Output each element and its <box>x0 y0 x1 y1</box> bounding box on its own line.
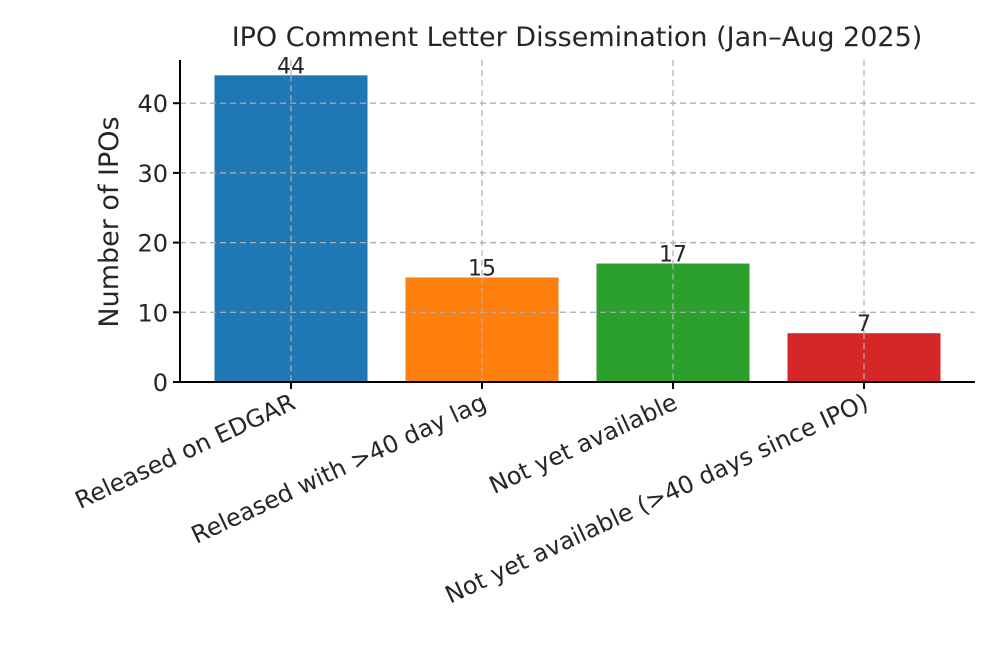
data-label: 15 <box>468 256 496 281</box>
bar <box>596 263 750 382</box>
y-tick-label: 0 <box>153 369 168 397</box>
data-label: 7 <box>857 312 871 337</box>
data-label: 17 <box>659 243 687 268</box>
y-axis-label: Number of IPOs <box>94 116 125 327</box>
x-tick-label: Released with >40 day lag <box>187 388 491 549</box>
x-tick-label: Not yet available <box>485 388 682 500</box>
data-label: 44 <box>277 54 305 79</box>
y-tick-label: 40 <box>137 90 168 118</box>
y-tick-label: 30 <box>137 160 168 188</box>
y-tick-label: 10 <box>137 299 168 327</box>
chart-title: IPO Comment Letter Dissemination (Jan–Au… <box>232 22 923 53</box>
axes <box>173 60 975 389</box>
y-tick-label: 20 <box>137 230 168 258</box>
bars <box>180 75 975 382</box>
